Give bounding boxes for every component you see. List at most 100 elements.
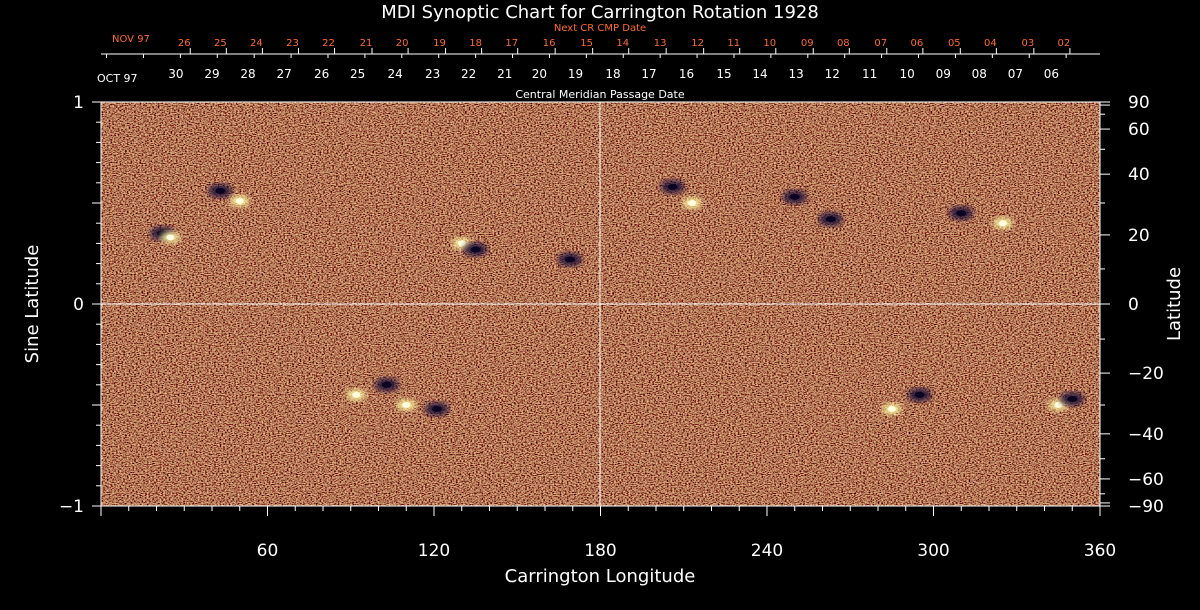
next-cr-date: 07 <box>874 38 887 49</box>
cmp-date: 22 <box>461 67 476 81</box>
next-cr-month: NOV 97 <box>112 34 150 45</box>
lat-tick-label: 40 <box>1128 165 1150 185</box>
y-axis-right-label: Latitude <box>1164 267 1185 341</box>
next-cr-date: 10 <box>763 38 776 49</box>
x-tick-label: 120 <box>418 541 450 561</box>
cmp-date: 10 <box>899 67 914 81</box>
active-regions <box>150 179 1085 417</box>
x-tick-label: 300 <box>917 541 949 561</box>
next-cr-date: 23 <box>286 38 299 49</box>
negative-polarity-core <box>215 187 226 194</box>
cmp-month: OCT 97 <box>97 72 138 85</box>
negative-polarity-core <box>825 216 836 223</box>
cmp-date: 15 <box>716 67 731 81</box>
next-cr-label: Next CR CMP Date <box>554 23 646 34</box>
positive-polarity-core <box>235 197 244 204</box>
negative-polarity-core <box>564 256 575 263</box>
cmp-date: 19 <box>568 67 583 81</box>
cmp-date: 30 <box>168 67 183 81</box>
next-cr-date: 09 <box>801 38 814 49</box>
cmp-date: 26 <box>314 67 329 81</box>
positive-polarity-core <box>1054 402 1063 408</box>
positive-polarity-core <box>457 240 466 247</box>
positive-polarity-core <box>166 234 175 241</box>
negative-polarity-core <box>470 246 481 253</box>
x-axis-label: Carrington Longitude <box>505 566 696 587</box>
y-tick-label: −1 <box>59 497 84 517</box>
cmp-date: 09 <box>936 67 951 81</box>
y-tick-label: 0 <box>73 295 84 315</box>
cmp-date: 14 <box>752 67 767 81</box>
y-axis-right: 90 60 40 20 0 −20 −40 −60 −90 <box>1100 93 1164 517</box>
lat-tick-label: 90 <box>1128 93 1150 113</box>
cmp-date: 20 <box>532 67 547 81</box>
positive-polarity-core <box>352 391 361 398</box>
y-axis-left: 1 0 −1 <box>59 93 101 517</box>
lat-tick-label: −60 <box>1128 470 1164 490</box>
next-cr-date: 11 <box>727 38 740 49</box>
positive-polarity-core <box>402 402 411 408</box>
next-cr-date: 18 <box>469 38 482 49</box>
next-cr-date: 06 <box>910 38 923 49</box>
cmp-date: 06 <box>1044 67 1059 81</box>
next-cr-date: 24 <box>250 38 263 49</box>
chart-title: MDI Synoptic Chart for Carrington Rotati… <box>381 2 819 23</box>
cmp-date: 07 <box>1008 67 1023 81</box>
negative-polarity-core <box>956 210 967 217</box>
next-cr-date: 26 <box>178 38 191 49</box>
next-cr-date: 02 <box>1058 38 1071 49</box>
negative-polarity-core <box>381 381 392 388</box>
cmp-label: Central Meridian Passage Date <box>515 88 684 101</box>
cmp-date: 17 <box>641 67 656 81</box>
next-cr-date: 05 <box>948 38 961 49</box>
next-cr-date: 16 <box>543 38 556 49</box>
lat-tick-label: −40 <box>1128 425 1164 445</box>
positive-polarity-core <box>887 406 896 413</box>
negative-polarity-core <box>1067 395 1078 402</box>
next-cr-dates: 26 25 24 23 22 21 20 19 18 17 16 15 14 13 12 11 10 09 08 07… <box>106 38 1071 58</box>
cmp-date: 24 <box>388 67 403 81</box>
negative-polarity-core <box>914 391 925 398</box>
cmp-date: 28 <box>240 67 255 81</box>
cmp-date: 16 <box>679 67 694 81</box>
y-axis-left-label: Sine Latitude <box>22 245 43 364</box>
next-cr-date: 03 <box>1021 38 1034 49</box>
cmp-date: 11 <box>862 67 877 81</box>
cmp-date: 12 <box>825 67 840 81</box>
cmp-date: 25 <box>350 67 365 81</box>
cmp-date: 08 <box>972 67 987 81</box>
negative-polarity-core <box>789 193 800 200</box>
negative-polarity-core <box>667 183 678 190</box>
next-cr-date: 08 <box>837 38 850 49</box>
next-cr-date: 15 <box>580 38 593 49</box>
cmp-date: 18 <box>605 67 620 81</box>
next-cr-date: 13 <box>654 38 667 49</box>
cmp-date: 21 <box>497 67 512 81</box>
next-cr-date: 25 <box>214 38 227 49</box>
positive-polarity-core <box>998 220 1007 227</box>
next-cr-date: 19 <box>433 38 446 49</box>
cmp-dates: 30 29 28 27 26 25 24 23 22 21 20 19 18 17 16 15 14 13 12 11… <box>168 67 1059 81</box>
cmp-date: 29 <box>204 67 219 81</box>
next-cr-date: 22 <box>322 38 335 49</box>
next-cr-date: 12 <box>691 38 704 49</box>
next-cr-date: 17 <box>505 38 518 49</box>
lat-tick-label: 0 <box>1128 295 1139 315</box>
next-cr-date: 04 <box>984 38 997 49</box>
negative-polarity-core <box>431 406 442 413</box>
next-cr-date: 20 <box>396 38 409 49</box>
positive-polarity-core <box>688 200 697 206</box>
cmp-date: 27 <box>277 67 292 81</box>
next-cr-date: 21 <box>360 38 373 49</box>
x-tick-label: 240 <box>751 541 783 561</box>
x-axis: 60 120 180 240 300 360 <box>100 506 1116 561</box>
x-tick-label: 60 <box>257 541 279 561</box>
x-tick-label: 360 <box>1084 541 1116 561</box>
lat-tick-label: 60 <box>1128 120 1150 140</box>
lat-tick-label: 20 <box>1128 226 1150 246</box>
next-cr-date: 14 <box>616 38 629 49</box>
x-tick-label: 180 <box>584 541 616 561</box>
cmp-date: 13 <box>788 67 803 81</box>
